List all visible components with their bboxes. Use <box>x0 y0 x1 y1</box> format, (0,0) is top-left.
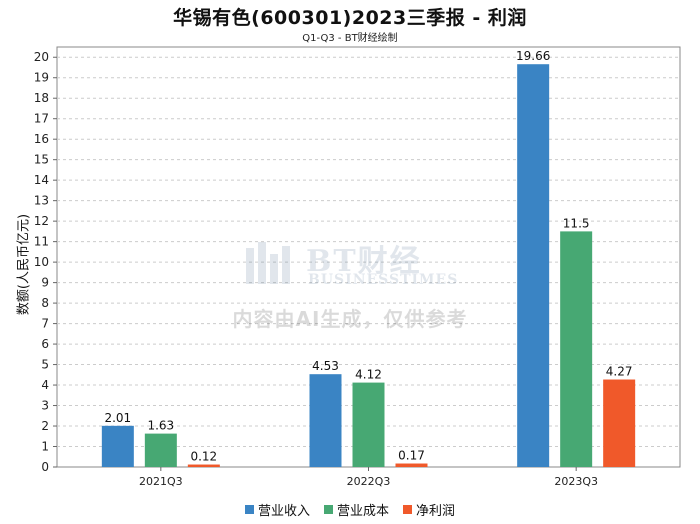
y-tick-label: 12 <box>34 214 49 228</box>
chart-subtitle: Q1-Q3 - BT财经绘制 <box>302 33 398 44</box>
x-tick-label: 2023Q3 <box>554 475 598 488</box>
y-tick-label: 16 <box>34 132 49 146</box>
legend: 营业收入 营业成本 净利润 <box>0 500 700 519</box>
data-label: 11.5 <box>563 216 590 230</box>
bar <box>309 374 342 467</box>
bar <box>144 433 177 467</box>
data-label: 0.12 <box>190 450 217 464</box>
data-label: 2.01 <box>104 411 131 425</box>
bar <box>395 463 428 467</box>
bar <box>560 231 593 467</box>
y-tick-label: 11 <box>34 235 49 249</box>
data-label: 4.12 <box>355 368 382 382</box>
y-tick-label: 17 <box>34 112 49 126</box>
legend-label: 营业成本 <box>336 504 389 519</box>
y-tick-label: 9 <box>41 276 49 290</box>
bar <box>352 382 385 467</box>
y-tick-label: 5 <box>41 358 49 372</box>
data-label: 0.17 <box>398 449 425 463</box>
y-tick-label: 14 <box>34 173 49 187</box>
y-tick-label: 4 <box>41 378 49 392</box>
bar <box>187 464 220 467</box>
y-tick-label: 15 <box>34 153 49 167</box>
data-label: 19.66 <box>516 49 550 63</box>
bar <box>101 425 134 467</box>
y-tick-label: 18 <box>34 91 49 105</box>
chart-title: 华锡有色(600301)2023三季报 - 利润 <box>173 7 527 29</box>
y-tick-label: 0 <box>41 460 49 474</box>
x-tick-label: 2021Q3 <box>139 475 183 488</box>
x-tick-label: 2022Q3 <box>347 475 391 488</box>
bar <box>517 64 550 468</box>
legend-swatch <box>323 505 333 514</box>
y-tick-label: 2 <box>41 419 49 433</box>
y-tick-label: 6 <box>41 337 49 351</box>
y-tick-label: 19 <box>34 71 49 85</box>
legend-item: 净利润 <box>403 500 455 519</box>
y-tick-label: 8 <box>41 296 49 310</box>
legend-label: 净利润 <box>416 504 456 519</box>
y-tick-label: 20 <box>34 50 49 64</box>
y-tick-label: 13 <box>34 194 49 208</box>
legend-label: 营业收入 <box>257 504 310 519</box>
legend-item: 营业成本 <box>323 500 389 519</box>
y-tick-label: 1 <box>41 440 49 454</box>
legend-item: 营业收入 <box>244 500 310 519</box>
y-tick-label: 7 <box>41 317 49 331</box>
bar <box>603 379 636 467</box>
data-label: 4.53 <box>312 359 339 373</box>
y-tick-label: 10 <box>34 255 49 269</box>
legend-swatch <box>403 505 412 514</box>
legend-swatch <box>244 505 254 514</box>
data-label: 4.27 <box>606 365 633 379</box>
data-label: 1.63 <box>147 419 174 433</box>
y-tick-label: 3 <box>41 399 49 413</box>
